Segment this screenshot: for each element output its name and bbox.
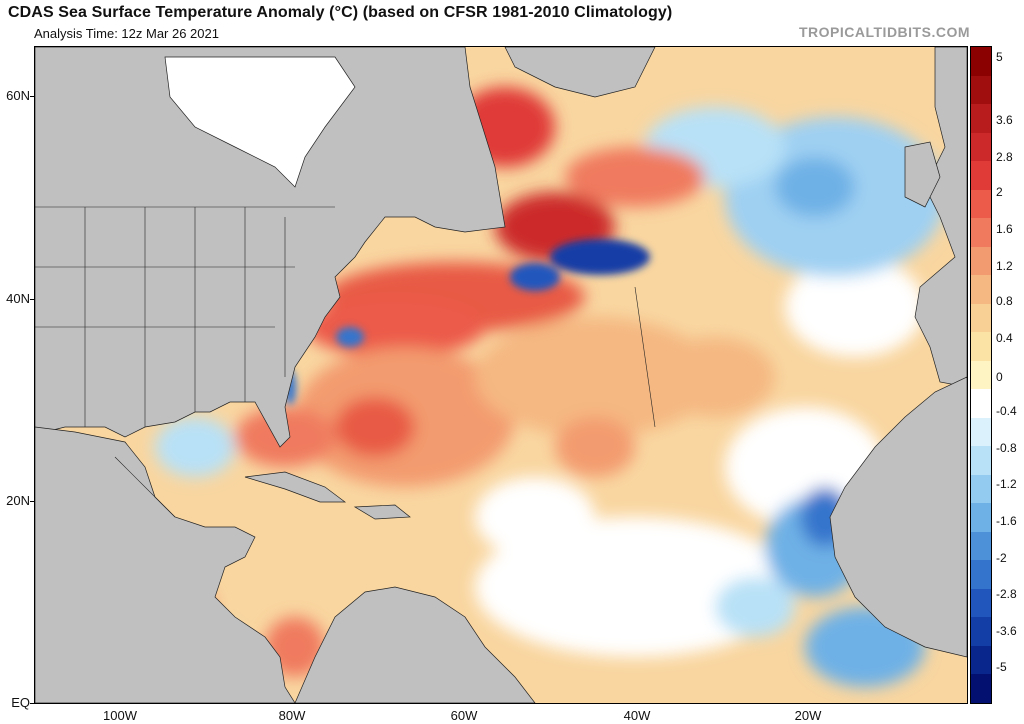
colorbar-segment bbox=[971, 47, 991, 77]
colorbar-segment bbox=[971, 246, 991, 276]
lat-label-40n: 40N bbox=[6, 291, 30, 306]
colorbar-segment bbox=[971, 161, 991, 191]
lat-label-20n: 20N bbox=[6, 493, 30, 508]
colorbar-label: 1.6 bbox=[996, 222, 1013, 236]
colorbar-segment bbox=[971, 332, 991, 362]
colorbar-label: 3.6 bbox=[996, 113, 1013, 127]
colorbar-segment bbox=[971, 275, 991, 305]
colorbar-segment bbox=[971, 132, 991, 162]
lat-label-60n: 60N bbox=[6, 88, 30, 103]
colorbar-segment bbox=[971, 104, 991, 134]
colorbar-segment bbox=[971, 503, 991, 533]
colorbar-segment bbox=[971, 360, 991, 390]
colorbar-label: 5 bbox=[996, 50, 1003, 64]
colorbar-label: 1.2 bbox=[996, 259, 1013, 273]
colorbar-label: -2 bbox=[996, 551, 1007, 565]
lon-label-100w: 100W bbox=[103, 708, 137, 723]
lon-label-80w: 80W bbox=[278, 708, 306, 723]
lon-label-40w: 40W bbox=[623, 708, 651, 723]
colorbar-segment bbox=[971, 303, 991, 333]
lon-label-20w: 20W bbox=[794, 708, 822, 723]
colorbar-segment bbox=[971, 389, 991, 419]
land-masses bbox=[35, 47, 967, 703]
analysis-time: Analysis Time: 12z Mar 26 2021 bbox=[34, 26, 219, 41]
lat-label-eq: EQ bbox=[11, 695, 30, 710]
colorbar-segment bbox=[971, 617, 991, 647]
colorbar-segment bbox=[971, 560, 991, 590]
colorbar-label: -0.4 bbox=[996, 404, 1017, 418]
colorbar-label: -5 bbox=[996, 660, 1007, 674]
lat-tick bbox=[30, 96, 35, 97]
colorbar-label: -3.6 bbox=[996, 624, 1017, 638]
colorbar-segment bbox=[971, 446, 991, 476]
colorbar-segment bbox=[971, 474, 991, 504]
colorbar-label: -0.8 bbox=[996, 441, 1017, 455]
colorbar-label: 2.8 bbox=[996, 150, 1013, 164]
colorbar-segment bbox=[971, 674, 991, 704]
lon-label-60w: 60W bbox=[450, 708, 478, 723]
lat-tick bbox=[30, 703, 35, 704]
colorbar-label: -1.2 bbox=[996, 477, 1017, 491]
boundary-lines bbox=[35, 206, 656, 518]
colorbar bbox=[970, 46, 992, 704]
colorbar-segment bbox=[971, 75, 991, 105]
colorbar-label: -2.8 bbox=[996, 587, 1017, 601]
lat-tick bbox=[30, 299, 35, 300]
colorbar-segment bbox=[971, 189, 991, 219]
colorbar-label: -1.6 bbox=[996, 514, 1017, 528]
colorbar-segment bbox=[971, 645, 991, 675]
lat-tick bbox=[30, 501, 35, 502]
colorbar-segment bbox=[971, 531, 991, 561]
map-title: CDAS Sea Surface Temperature Anomaly (°C… bbox=[8, 4, 673, 21]
colorbar-segment bbox=[971, 218, 991, 248]
colorbar-label: 0.4 bbox=[996, 331, 1013, 345]
colorbar-label: 0 bbox=[996, 370, 1003, 384]
colorbar-label: 2 bbox=[996, 185, 1003, 199]
sst-anomaly-map bbox=[34, 46, 968, 704]
site-credit: TROPICALTIDBITS.COM bbox=[798, 24, 970, 40]
map-canvas bbox=[35, 47, 967, 703]
colorbar-segment bbox=[971, 588, 991, 618]
colorbar-segment bbox=[971, 417, 991, 447]
colorbar-label: 0.8 bbox=[996, 294, 1013, 308]
